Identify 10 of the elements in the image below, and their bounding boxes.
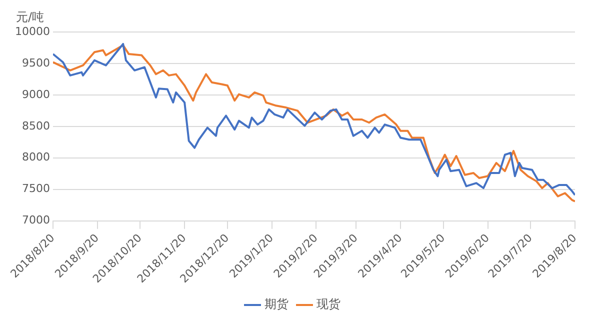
legend-label: 现货 <box>316 297 340 312</box>
y-tick-label: 8500 <box>22 119 50 132</box>
y-tick-label: 10000 <box>14 24 50 38</box>
legend-label: 期货 <box>264 297 288 312</box>
y-axis-title: 元/吨 <box>16 10 44 24</box>
y-tick-label: 7500 <box>22 182 50 196</box>
y-tick-label: 9000 <box>22 88 50 101</box>
y-tick-label: 7000 <box>22 214 50 227</box>
y-tick-label: 8000 <box>22 150 50 164</box>
y-tick-label: 9500 <box>22 56 50 70</box>
